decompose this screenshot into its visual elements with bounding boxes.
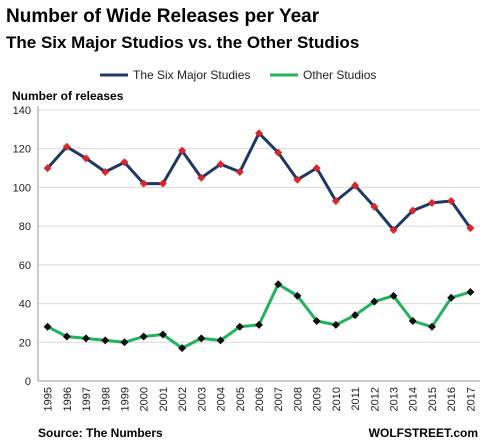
chart-title: Number of Wide Releases per Year <box>6 6 320 27</box>
x-tick-label: 2017 <box>465 387 477 411</box>
series-group <box>43 129 475 353</box>
data-point <box>331 320 340 329</box>
x-tick-label: 1997 <box>81 387 93 411</box>
x-tick-label: 2004 <box>216 387 228 411</box>
y-tick-label: 40 <box>19 299 31 311</box>
data-point <box>216 160 225 169</box>
x-tick-label: 1998 <box>100 387 112 411</box>
data-point <box>101 336 110 345</box>
x-tick-label: 2008 <box>292 387 304 411</box>
data-point <box>370 202 379 211</box>
data-point <box>408 206 417 215</box>
x-tick-label: 2013 <box>389 387 401 411</box>
gridlines <box>38 109 480 343</box>
x-tick-label: 1996 <box>62 387 74 411</box>
series-six-major-studios <box>43 129 475 235</box>
data-point <box>427 198 436 207</box>
data-point <box>447 196 456 205</box>
x-tick-label: 2002 <box>177 387 189 411</box>
data-point <box>466 224 475 233</box>
data-point <box>197 173 206 182</box>
data-point <box>82 154 91 163</box>
x-tick-label: 2015 <box>427 387 439 411</box>
data-point <box>62 332 71 341</box>
data-point <box>158 179 167 188</box>
y-tick-labels: 0 20 40 60 80 100 120 140 <box>13 105 31 388</box>
y-tick-label: 100 <box>13 182 31 194</box>
data-point <box>312 316 321 325</box>
data-point <box>255 320 263 329</box>
series-other-studios <box>43 280 475 353</box>
data-point <box>43 322 52 331</box>
x-tick-label: 1995 <box>43 387 55 411</box>
legend: The Six Major Studies Other Studios <box>100 68 376 82</box>
data-point <box>62 142 71 151</box>
data-point <box>178 146 187 155</box>
y-axis-label: Number of releases <box>12 89 124 103</box>
data-point <box>466 287 475 296</box>
x-tick-label: 2014 <box>408 387 420 411</box>
x-tick-label: 2010 <box>331 387 343 411</box>
data-point <box>139 332 148 341</box>
data-point <box>351 181 360 190</box>
data-point <box>216 336 225 345</box>
chart-subtitle: The Six Major Studios vs. the Other Stud… <box>6 33 360 52</box>
y-tick-label: 140 <box>13 105 31 117</box>
data-point <box>274 148 283 157</box>
data-point <box>312 164 321 173</box>
data-point <box>351 311 360 320</box>
axes <box>37 106 480 382</box>
data-point <box>293 291 302 300</box>
x-tick-label: 2007 <box>273 387 285 411</box>
data-point <box>235 167 244 176</box>
data-point <box>178 344 187 353</box>
data-point <box>389 291 398 300</box>
data-point <box>331 196 340 205</box>
data-point <box>120 158 129 167</box>
x-tick-label: 1999 <box>119 387 131 411</box>
data-point <box>158 330 167 339</box>
data-point <box>120 338 129 347</box>
data-point <box>82 334 91 343</box>
data-point <box>274 280 283 289</box>
legend-item: Other Studios <box>270 68 376 82</box>
x-tick-label: 2011 <box>350 387 362 411</box>
legend-item: The Six Major Studies <box>100 68 250 82</box>
data-point <box>43 164 52 173</box>
x-tick-labels: 1995 1996 1997 1998 1999 2000 2001 2002 2003 2004… <box>43 387 478 411</box>
data-point <box>139 179 148 188</box>
data-point <box>389 226 398 235</box>
data-point <box>447 293 456 302</box>
series-line <box>46 282 471 350</box>
x-tick-label: 2012 <box>369 387 381 411</box>
y-tick-label: 20 <box>19 337 31 349</box>
x-tick-label: 2001 <box>158 387 170 411</box>
legend-label: The Six Major Studies <box>133 68 250 82</box>
data-point <box>370 297 379 306</box>
y-tick-label: 120 <box>13 144 31 156</box>
legend-label: Other Studios <box>303 68 376 82</box>
x-tick-label: 2003 <box>196 387 208 411</box>
data-point <box>293 175 302 184</box>
source-note: Source: The Numbers <box>38 426 163 440</box>
x-tick-label: 2006 <box>254 387 266 411</box>
data-point <box>408 316 417 325</box>
y-tick-label: 80 <box>19 221 31 233</box>
y-tick-label: 60 <box>19 260 31 272</box>
x-tick-label: 2000 <box>139 387 151 411</box>
x-tick-label: 2009 <box>312 387 324 411</box>
data-point <box>427 322 436 331</box>
data-point <box>255 129 263 138</box>
x-tick-label: 2016 <box>446 387 458 411</box>
x-tick-label: 2005 <box>235 387 247 411</box>
y-tick-label: 0 <box>25 376 31 388</box>
series-line <box>46 131 472 232</box>
data-point <box>101 167 110 176</box>
brand-credit: WOLFSTREET.com <box>368 426 478 440</box>
data-point <box>235 322 244 331</box>
data-point <box>197 334 206 343</box>
